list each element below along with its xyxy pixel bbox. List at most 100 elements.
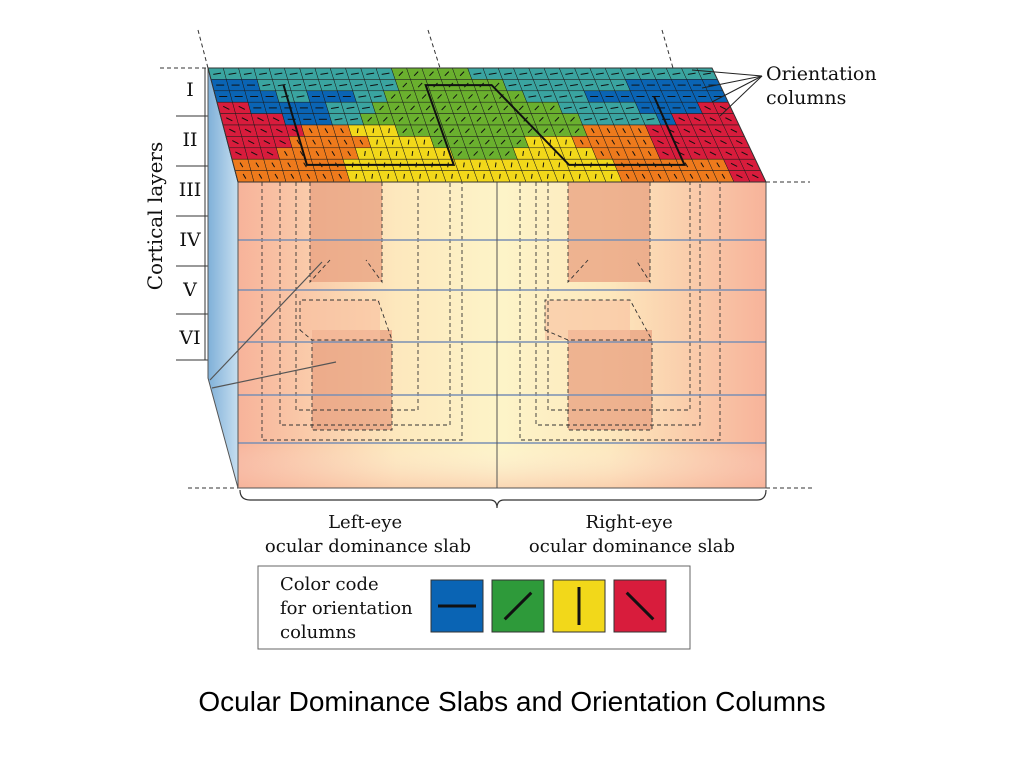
orientation-tick <box>752 174 759 179</box>
orientation-tick <box>328 139 332 145</box>
orientation-tick <box>585 83 594 87</box>
orientation-tick <box>687 72 696 75</box>
orientation-tick <box>228 72 237 75</box>
orientation-tick <box>277 83 286 87</box>
orientation-tick <box>423 139 426 145</box>
orientation-tick <box>403 173 405 179</box>
orientation-tick <box>271 162 276 168</box>
orientation-tick <box>451 173 453 179</box>
orientation-tick <box>539 83 548 87</box>
orientation-tick <box>305 72 313 75</box>
orientation-tick <box>296 95 305 98</box>
orientation-tick <box>657 140 664 145</box>
orientation-tick <box>625 173 630 179</box>
orientation-tick <box>716 162 720 168</box>
orientation-tick <box>387 173 389 179</box>
orientation-tick <box>533 139 536 145</box>
orientation-tick <box>626 106 634 110</box>
orientation-tick <box>287 162 291 168</box>
orientation-tick <box>512 128 517 134</box>
orientation-tick <box>694 117 701 122</box>
orientation-tick <box>468 94 473 99</box>
orientation-tick <box>312 139 316 145</box>
orientation-tick <box>646 118 655 121</box>
orientation-tick <box>402 82 408 88</box>
orientation-tick <box>335 72 344 75</box>
orientation-tick <box>413 71 419 77</box>
orientation-tick <box>595 72 604 75</box>
orientation-tick <box>574 128 580 134</box>
layer-label-4: IV <box>179 229 201 251</box>
orientation-tick <box>258 173 263 179</box>
orientation-tick <box>406 94 412 99</box>
orientation-tick <box>370 83 378 87</box>
orientation-tick <box>630 118 639 121</box>
orientation-tick <box>308 83 317 87</box>
orientation-tick <box>213 72 222 75</box>
orientation-tick <box>373 95 382 98</box>
orientation-tick <box>503 105 509 111</box>
orientation-tick <box>419 173 421 179</box>
orientation-tick <box>274 173 279 179</box>
orientation-tick <box>444 71 450 77</box>
orientation-tick <box>563 106 572 110</box>
orientation-tick <box>527 128 533 134</box>
orientation-tick <box>558 162 561 168</box>
orientation-tick <box>594 173 597 179</box>
orientation-tick <box>526 162 529 168</box>
orientation-tick <box>725 151 733 156</box>
orientation-tick <box>627 139 631 145</box>
orientation-tick <box>259 72 268 75</box>
orientation-tick <box>641 72 650 75</box>
orientation-tick <box>460 116 466 122</box>
orientation-columns-label: Orientation columns <box>766 63 883 109</box>
orientation-tick <box>263 140 271 145</box>
orientation-tick <box>579 139 584 145</box>
orientation-tick <box>579 106 588 110</box>
orientation-tick <box>549 139 552 145</box>
orientation-tick <box>437 139 443 145</box>
orientation-tick <box>239 162 244 168</box>
orientation-tick <box>367 116 373 122</box>
orientation-tick <box>534 72 543 75</box>
orientation-tick <box>463 162 465 168</box>
orientation-tick <box>725 117 732 122</box>
orientation-tick <box>338 173 343 179</box>
orientation-tick <box>350 72 359 75</box>
orientation-tick <box>323 83 332 87</box>
orientation-tick <box>388 128 390 134</box>
orientation-tick <box>331 150 336 157</box>
orientation-tick <box>465 128 470 134</box>
orientation-tick <box>538 116 544 122</box>
orientation-tick <box>296 139 301 145</box>
orientation-tick <box>241 117 249 122</box>
orientation-tick <box>445 116 451 122</box>
orientation-tick <box>222 105 230 110</box>
orientation-tick <box>683 128 691 133</box>
orientation-tick <box>611 139 616 145</box>
column-boundary-line <box>282 84 687 166</box>
orientation-tick <box>580 72 589 75</box>
orientation-tick <box>478 162 481 168</box>
orientation-tick <box>354 83 363 87</box>
orientation-tick <box>324 128 329 134</box>
orientation-tick <box>456 105 462 111</box>
orientation-tick <box>410 105 415 111</box>
orientation-tick <box>229 128 236 133</box>
orientation-tick <box>504 151 510 156</box>
orientation-tick <box>543 128 549 134</box>
orientation-tick <box>507 116 513 122</box>
orientation-tick <box>499 173 501 179</box>
orientation-tick <box>262 83 271 87</box>
orientation-tick <box>600 83 609 87</box>
orientation-tick <box>362 106 370 110</box>
orientation-tick <box>638 128 642 134</box>
orientation-tick <box>610 106 619 110</box>
orientation-tick <box>504 72 512 75</box>
inner-dashed-structure <box>261 182 721 441</box>
orientation-tick <box>714 128 722 133</box>
orientation-tick <box>452 94 458 99</box>
orientation-tick <box>232 140 239 145</box>
orientation-tick <box>553 151 556 156</box>
orientation-tick <box>721 173 726 179</box>
